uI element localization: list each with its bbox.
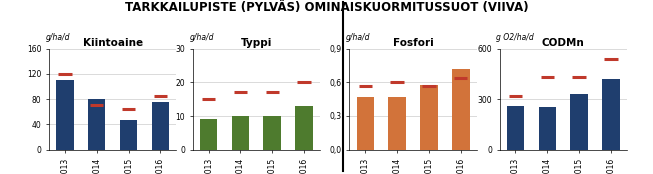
Bar — [88, 99, 106, 150]
Bar — [295, 106, 313, 150]
Text: g O2/ha/d: g O2/ha/d — [496, 33, 534, 42]
Bar — [200, 119, 217, 150]
Bar — [602, 79, 620, 150]
Bar — [151, 102, 169, 150]
Text: g/ha/d: g/ha/d — [46, 33, 71, 42]
Bar — [570, 94, 588, 150]
Bar — [389, 97, 406, 150]
Text: g/ha/d: g/ha/d — [346, 33, 371, 42]
Title: Kiintoaine: Kiintoaine — [82, 38, 143, 48]
Bar — [539, 107, 556, 150]
Bar — [56, 80, 74, 150]
Bar — [452, 69, 470, 150]
Bar — [357, 97, 374, 150]
Bar — [420, 85, 438, 150]
Bar — [119, 120, 137, 150]
Title: CODMn: CODMn — [542, 38, 584, 48]
Bar — [232, 116, 249, 150]
Text: TARKKAILUPISTE (PYLVÄS) OMINAISKUORMITUSSUOT (VIIVA): TARKKAILUPISTE (PYLVÄS) OMINAISKUORMITUS… — [125, 1, 528, 14]
Title: Typpi: Typpi — [240, 38, 272, 48]
Bar — [507, 106, 524, 150]
Bar — [263, 116, 281, 150]
Title: Fosfori: Fosfori — [392, 38, 434, 48]
Text: g/ha/d: g/ha/d — [189, 33, 214, 42]
